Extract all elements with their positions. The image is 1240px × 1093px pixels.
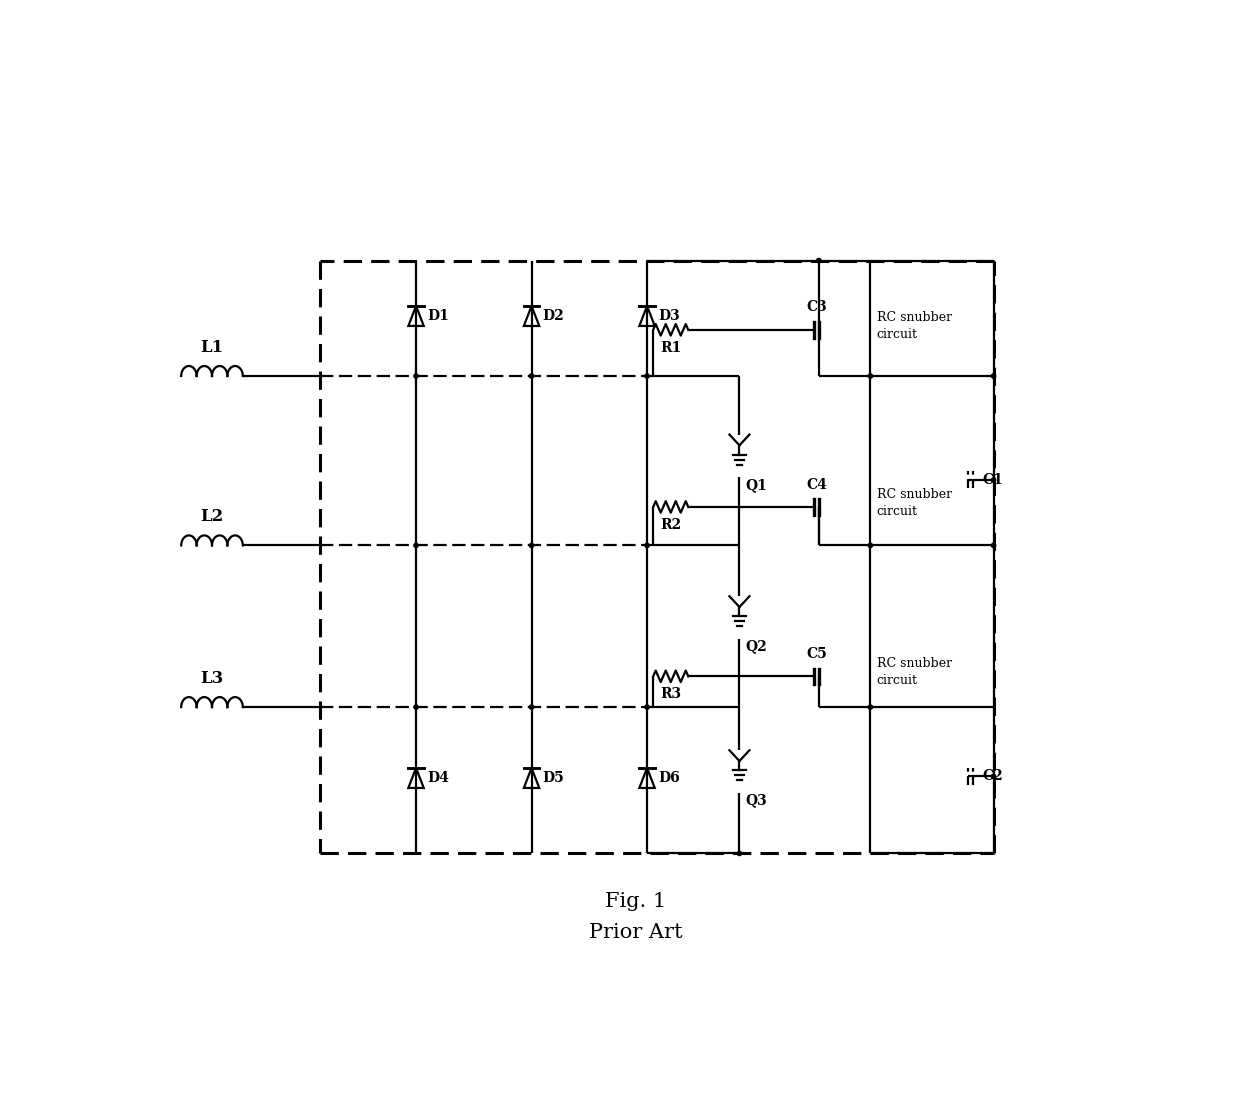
Text: Q1: Q1 xyxy=(745,478,768,492)
Text: D4: D4 xyxy=(427,771,449,785)
Circle shape xyxy=(738,851,742,856)
Text: C5: C5 xyxy=(806,647,827,661)
Text: D1: D1 xyxy=(427,309,449,322)
Text: L2: L2 xyxy=(201,508,223,526)
Text: Q3: Q3 xyxy=(745,794,768,808)
Text: Prior Art: Prior Art xyxy=(589,922,682,942)
Circle shape xyxy=(529,374,533,378)
Text: L1: L1 xyxy=(201,339,223,356)
Text: R2: R2 xyxy=(660,518,681,532)
Text: Fig. 1: Fig. 1 xyxy=(605,892,666,910)
Circle shape xyxy=(414,705,418,709)
Circle shape xyxy=(529,705,533,709)
Text: Q2: Q2 xyxy=(745,639,768,654)
Text: RC snubber
circuit: RC snubber circuit xyxy=(877,658,951,687)
Circle shape xyxy=(992,774,996,778)
Text: L3: L3 xyxy=(201,670,223,687)
Text: RC snubber
circuit: RC snubber circuit xyxy=(877,312,951,341)
Text: R3: R3 xyxy=(660,687,681,702)
Circle shape xyxy=(868,705,873,709)
Circle shape xyxy=(645,543,650,548)
Circle shape xyxy=(992,478,996,482)
Text: C4: C4 xyxy=(806,478,827,492)
Text: D2: D2 xyxy=(542,309,564,322)
Text: C2: C2 xyxy=(982,769,1003,784)
Circle shape xyxy=(414,374,418,378)
Text: D5: D5 xyxy=(542,771,564,785)
Circle shape xyxy=(645,705,650,709)
Circle shape xyxy=(645,374,650,378)
Text: C3: C3 xyxy=(806,301,827,315)
Circle shape xyxy=(868,374,873,378)
Text: C1: C1 xyxy=(982,473,1003,487)
Text: D3: D3 xyxy=(658,309,680,322)
Text: RC snubber
circuit: RC snubber circuit xyxy=(877,489,951,518)
Circle shape xyxy=(529,543,533,548)
Text: D6: D6 xyxy=(658,771,680,785)
Circle shape xyxy=(414,543,418,548)
Text: R1: R1 xyxy=(660,341,681,355)
Circle shape xyxy=(817,258,821,262)
Circle shape xyxy=(992,374,996,378)
Circle shape xyxy=(868,543,873,548)
Circle shape xyxy=(992,543,996,548)
